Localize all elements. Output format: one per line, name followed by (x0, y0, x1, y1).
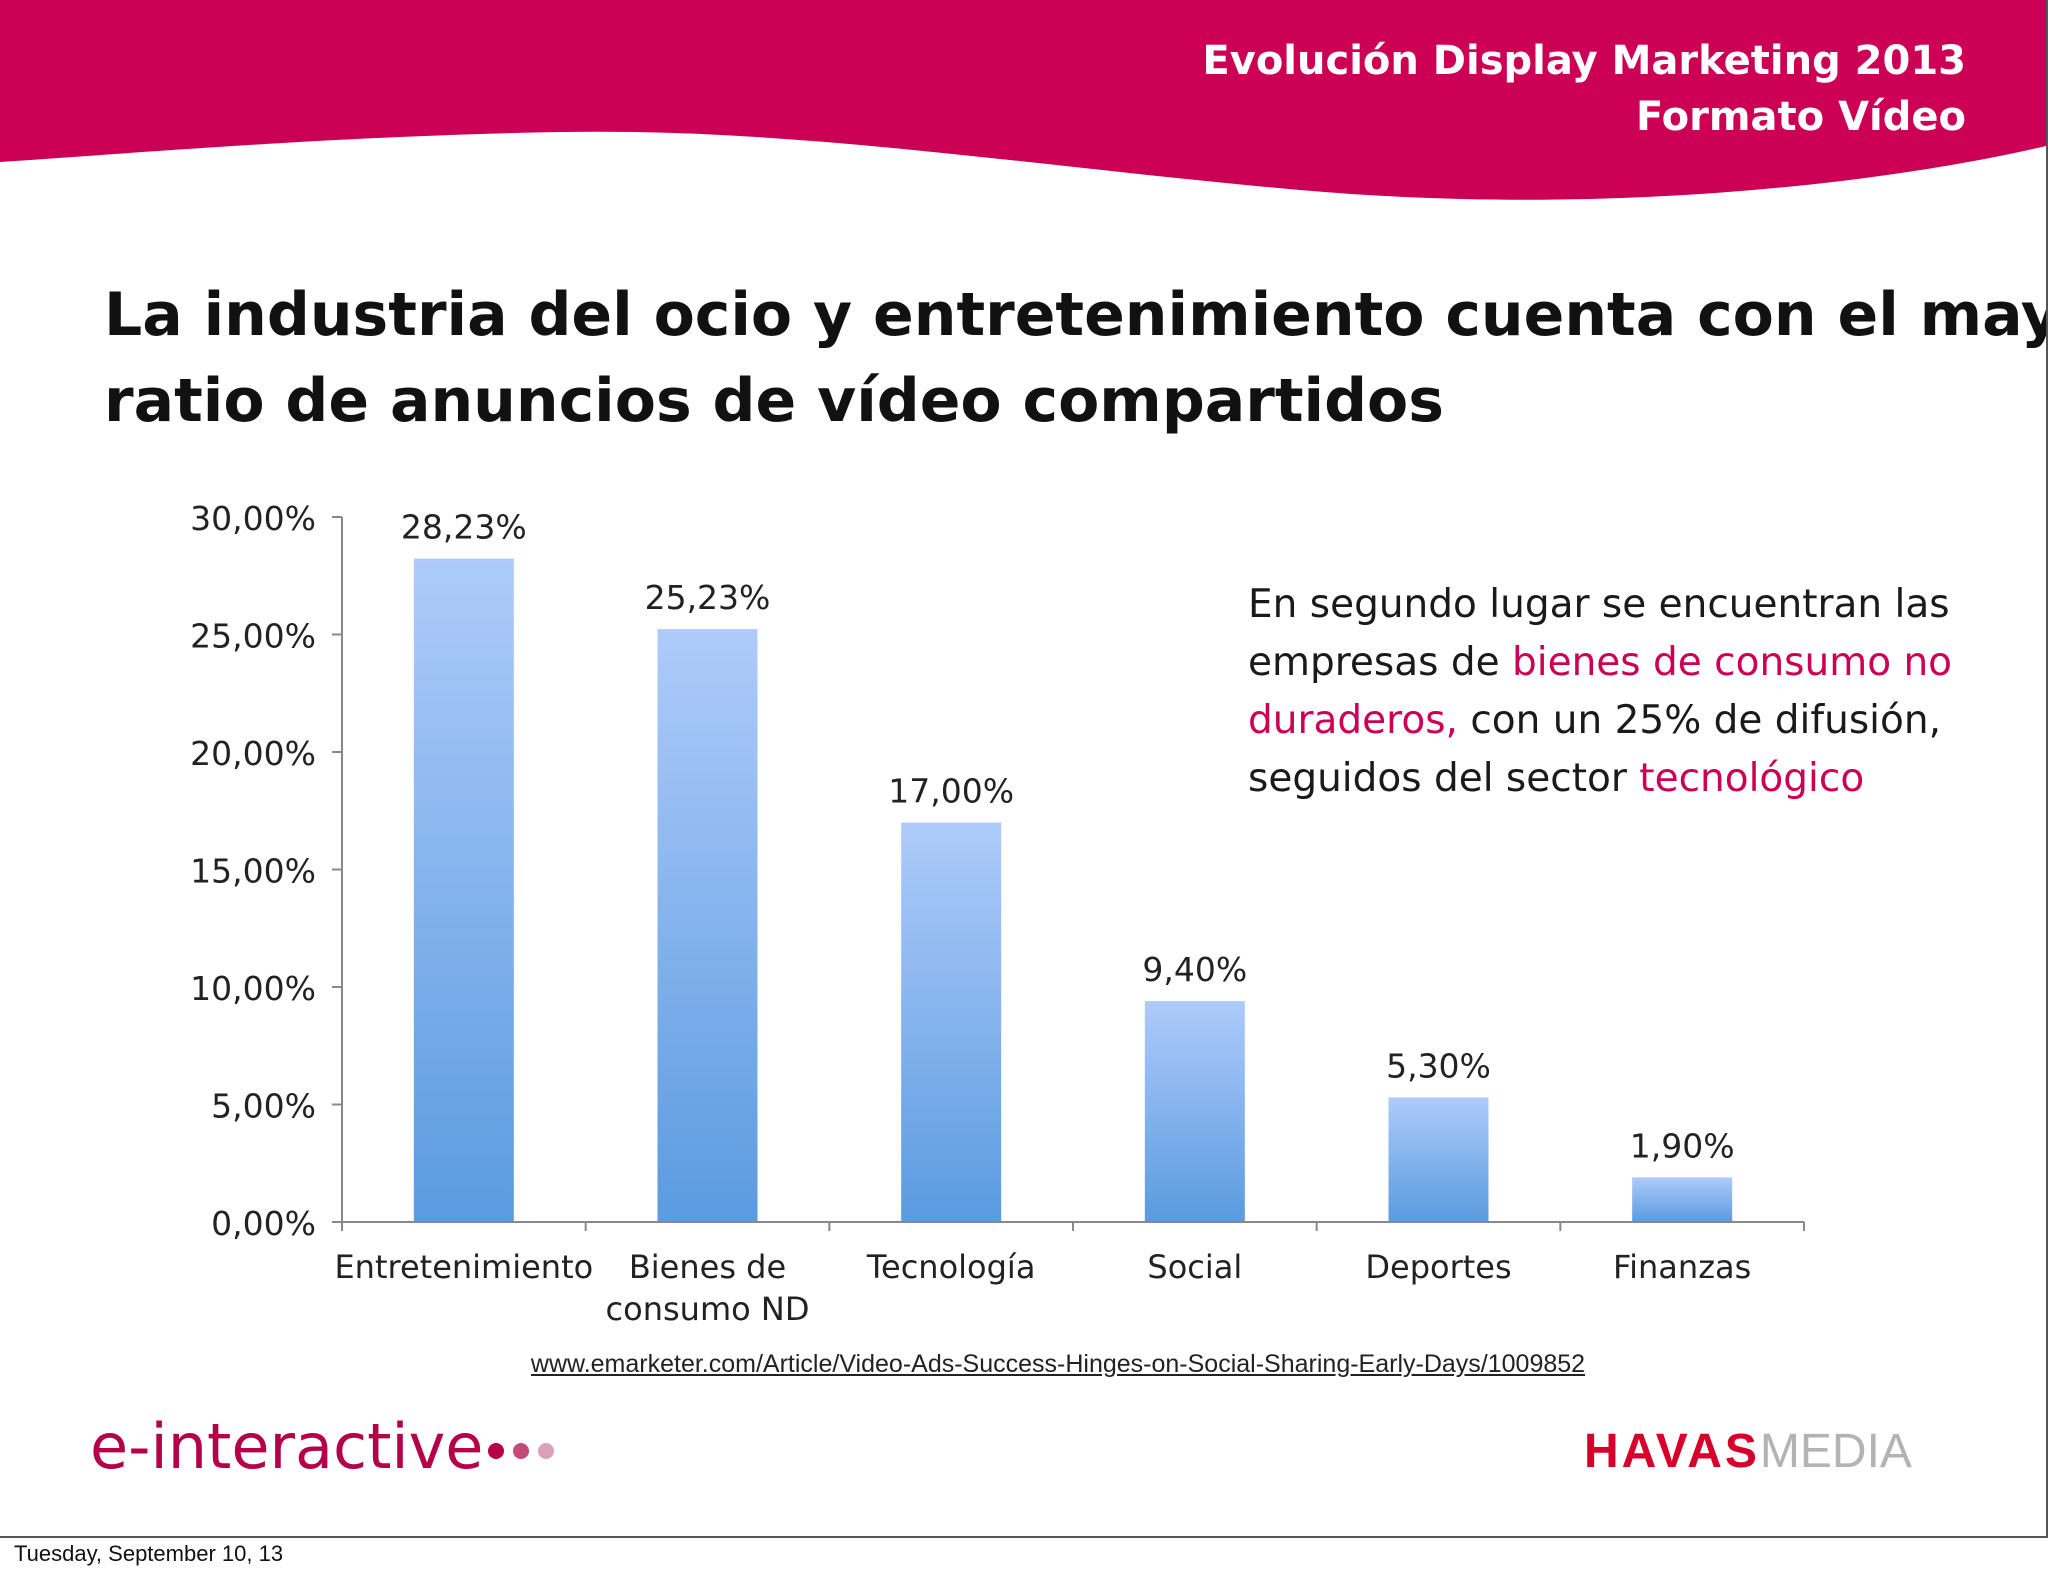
bar-value-label: 25,23% (645, 578, 771, 617)
x-axis-labels: Entretenimiento Bienes de consumo ND Tecnol… (334, 1248, 1751, 1328)
y-tick-label: 20,00% (190, 734, 316, 773)
bar (1632, 1177, 1733, 1222)
y-tick-label: 5,00% (211, 1087, 316, 1126)
headline-line-1: La industria del ocio y entretenimiento … (104, 280, 2048, 350)
x-tick-label: Bienes de (629, 1248, 786, 1286)
x-tick-label: consumo ND (606, 1290, 810, 1328)
callout-part-1: En segundo lugar se encuentran las empre… (1248, 582, 1950, 685)
y-tick-label: 30,00% (190, 499, 316, 538)
bar (413, 558, 514, 1222)
bar-value-label: 17,00% (888, 772, 1014, 811)
logo-dot (538, 1442, 554, 1459)
headline-line-2: ratio de anuncios de vídeo compartidos (104, 366, 1444, 436)
logo-dot (513, 1442, 529, 1459)
e-interactive-logo-dots (488, 1440, 563, 1459)
axes (341, 517, 1805, 1231)
y-tick-label: 10,00% (190, 969, 316, 1008)
e-interactive-logo: e-interactive (90, 1410, 484, 1483)
bar-value-label: 1,90% (1630, 1126, 1735, 1165)
header-title: Evolución Display Marketing 2013 (1202, 38, 1966, 84)
havas-media-logo: HAVASMEDIA (1584, 1424, 1912, 1479)
x-tick-label: Entretenimiento (334, 1248, 593, 1286)
footer-date: Tuesday, September 10, 13 (14, 1541, 284, 1566)
y-axis-ticks: 0,00% 5,00% 10,00% 15,00% 20,00% 25,00% 30,00% (190, 499, 342, 1243)
bars (413, 558, 1733, 1222)
bar-chart: 0,00% 5,00% 10,00% 15,00% 20,00% 25,00% 30,00%… (190, 499, 1805, 1328)
slide: Evolución Display Marketing 2013 Formato… (0, 0, 2048, 1538)
callout-part-2: con un 25% de difusión, seguidos del sec… (1248, 698, 1941, 801)
havas-logo-text: HAVAS (1584, 1425, 1760, 1478)
x-tick-label: Social (1147, 1248, 1242, 1286)
media-logo-text: MEDIA (1759, 1425, 1912, 1478)
y-tick-label: 15,00% (190, 852, 316, 891)
x-tick-label: Deportes (1365, 1248, 1511, 1286)
bar-value-label: 5,30% (1386, 1046, 1491, 1085)
bar (1388, 1097, 1489, 1222)
y-tick-label: 0,00% (211, 1204, 316, 1243)
logo-dot (488, 1442, 504, 1459)
x-tick-label: Tecnología (866, 1248, 1036, 1286)
bar (657, 629, 758, 1222)
bar-value-label: 9,40% (1142, 950, 1247, 989)
callout-text: En segundo lugar se encuentran las empre… (1248, 576, 2008, 808)
y-tick-label: 25,00% (190, 617, 316, 656)
bar (1144, 1001, 1245, 1222)
header-band (0, 0, 2046, 200)
header-subtitle: Formato Vídeo (1635, 94, 1966, 140)
bar (901, 822, 1002, 1222)
headline: La industria del ocio y entretenimiento … (104, 272, 2048, 444)
data-labels: 28,23% 25,23% 17,00% 9,40% 5,30% 1,90% (401, 508, 1735, 1166)
callout-highlight-2: tecnológico (1639, 756, 1865, 801)
callout-highlight-1: bienes de consumo no duraderos, (1248, 640, 1953, 743)
x-tick-label: Finanzas (1613, 1248, 1751, 1286)
source-link[interactable]: www.emarketer.com/Article/Video-Ads-Succ… (530, 1350, 1586, 1378)
bar-value-label: 28,23% (401, 508, 527, 547)
